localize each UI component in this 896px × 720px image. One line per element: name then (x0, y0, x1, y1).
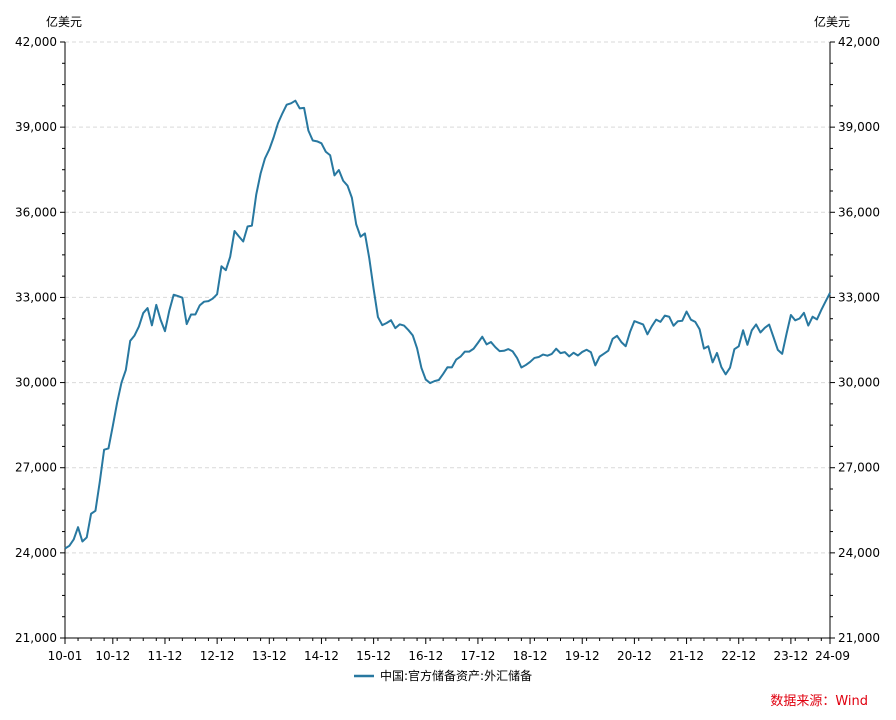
x-tick-label: 21-12 (669, 649, 704, 663)
x-tick-label: 20-12 (617, 649, 652, 663)
x-tick-label: 18-12 (513, 649, 548, 663)
x-tick-label: 17-12 (460, 649, 495, 663)
y-tick-label-left: 39,000 (15, 120, 57, 134)
y-axis-unit-right: 亿美元 (814, 14, 850, 29)
y-axis-unit-left: 亿美元 (46, 14, 82, 29)
x-tick-label: 11-12 (148, 649, 183, 663)
x-tick-label: 23-12 (773, 649, 808, 663)
legend: 中国:官方储备资产:外汇储备 (354, 668, 532, 683)
axes (64, 42, 831, 639)
y-axis-left-ticks: 21,000 24,000 27,000 30,000 33,000 36,000 39,0… (15, 35, 65, 645)
y-tick-label-left: 33,000 (15, 290, 57, 304)
y-tick-label-right: 21,000 (838, 631, 880, 645)
x-tick-label: 10-12 (95, 649, 130, 663)
x-tick-label: 24-09 (815, 649, 850, 663)
x-tick-label: 22-12 (721, 649, 756, 663)
x-tick-label: 14-12 (304, 649, 339, 663)
x-tick-label: 13-12 (252, 649, 287, 663)
x-tick-label: 16-12 (408, 649, 443, 663)
source-note: 数据来源：Wind (770, 694, 868, 709)
y-tick-label-left: 21,000 (15, 631, 57, 645)
legend-label: 中国:官方储备资产:外汇储备 (380, 668, 532, 683)
y-tick-label-left: 36,000 (15, 205, 57, 219)
y-tick-label-right: 27,000 (838, 461, 880, 475)
y-tick-label-left: 24,000 (15, 546, 57, 560)
x-tick-label: 10-01 (48, 649, 83, 663)
x-tick-label: 15-12 (356, 649, 391, 663)
gridlines (65, 41, 830, 554)
series-line-fx-reserves (64, 99, 831, 550)
y-tick-label-left: 30,000 (15, 376, 57, 390)
y-tick-label-right: 24,000 (838, 546, 880, 560)
x-tick-label: 12-12 (200, 649, 235, 663)
y-tick-label-right: 39,000 (838, 120, 880, 134)
y-tick-label-right: 33,000 (838, 290, 880, 304)
y-tick-label-right: 36,000 (838, 205, 880, 219)
y-tick-label-left: 27,000 (15, 461, 57, 475)
y-axis-right-ticks: 21,000 24,000 27,000 30,000 33,000 36,000 39,0… (830, 35, 880, 645)
y-tick-label-right: 30,000 (838, 376, 880, 390)
x-axis-ticks: 10-01 10-12 11-12 12-12 13-12 14-12 15-12 16-12… (48, 638, 850, 663)
y-tick-label-right: 42,000 (838, 35, 880, 49)
y-tick-label-left: 42,000 (15, 35, 57, 49)
x-tick-label: 19-12 (565, 649, 600, 663)
